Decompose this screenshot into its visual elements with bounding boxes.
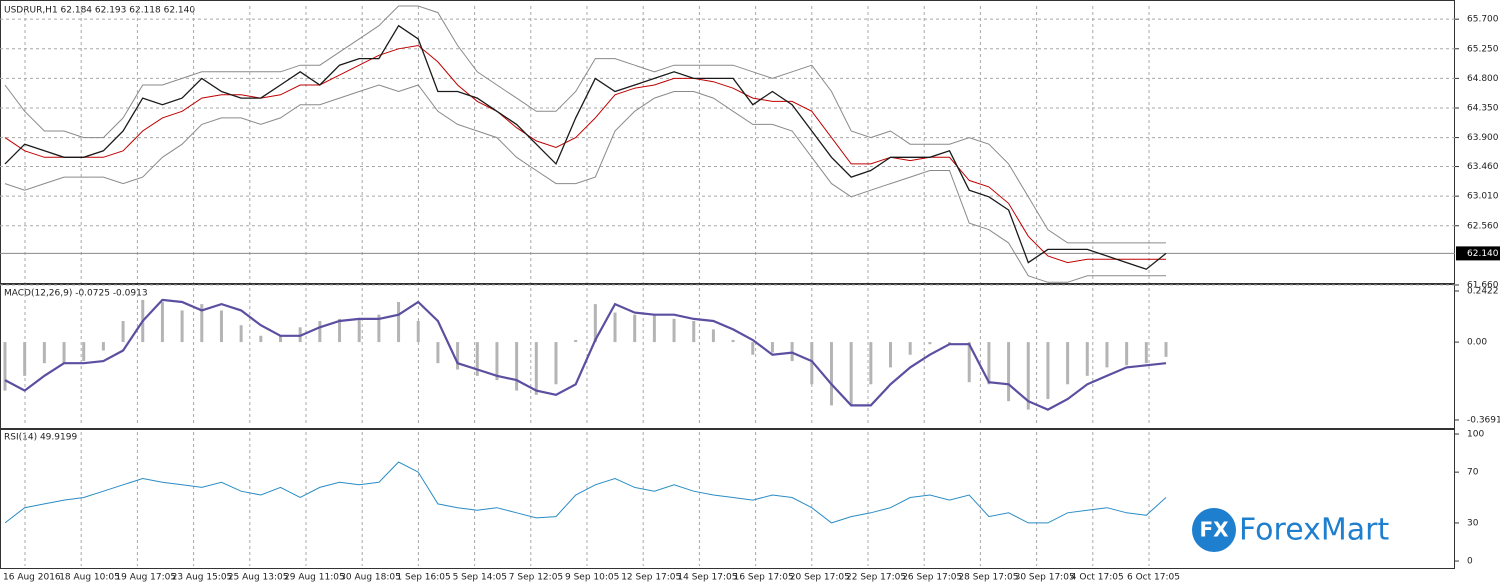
x-tick-label: 20 Sep 17:05 <box>790 573 850 583</box>
x-tick-label: 19 Aug 17:05 <box>115 573 176 583</box>
x-tick-label: 18 Aug 10:05 <box>59 573 120 583</box>
y-tick-label: 30 <box>1467 518 1479 528</box>
y-tick-label: 65.700 <box>1467 15 1499 25</box>
x-tick-label: 1 Sep 16:05 <box>396 573 450 583</box>
y-tick-label: -0.3691 <box>1467 415 1500 425</box>
x-tick-label: 6 Oct 17:05 <box>1127 573 1180 583</box>
y-tick-label: 61.660 <box>1467 280 1499 290</box>
logo: FX ForexMart <box>1192 508 1390 552</box>
x-tick-label: 22 Sep 17:05 <box>846 573 906 583</box>
logo-text: ForexMart <box>1239 513 1390 548</box>
series-line <box>4 24 1167 270</box>
y-tick-label: 63.900 <box>1467 133 1499 143</box>
x-tick-label: 28 Sep 17:05 <box>958 573 1018 583</box>
y-tick-label: 0 <box>1467 557 1473 567</box>
y-tick-label: 64.800 <box>1467 74 1499 84</box>
y-tick-label: 100 <box>1467 430 1484 440</box>
logo-mark: FX <box>1199 518 1229 542</box>
y-tick-label: 64.350 <box>1467 103 1499 113</box>
logo-badge <box>1192 508 1236 552</box>
y-tick-label: 0.2422 <box>1467 286 1499 296</box>
x-tick-label: 29 Aug 11:05 <box>284 573 345 583</box>
x-tick-label: 25 Aug 13:05 <box>228 573 289 583</box>
x-tick-label: 5 Sep 14:05 <box>453 573 507 583</box>
y-tick-label: 62.560 <box>1467 221 1499 231</box>
series-line <box>4 461 1167 524</box>
y-tick-label: 0.00 <box>1467 338 1487 348</box>
series-line <box>4 5 1166 244</box>
x-tick-label: 23 Aug 15:05 <box>172 573 233 583</box>
x-tick-label: 4 Oct 17:05 <box>1071 573 1124 583</box>
series-line <box>4 298 1167 411</box>
y-tick-label: 63.460 <box>1467 162 1499 172</box>
x-tick-label: 14 Sep 17:05 <box>677 573 737 583</box>
y-tick-label: 65.250 <box>1467 44 1499 54</box>
x-tick-label: 26 Sep 17:05 <box>902 573 962 583</box>
y-tick-label: 70 <box>1467 468 1479 478</box>
series-line <box>4 84 1166 283</box>
x-tick-label: 16 Aug 2016 <box>3 573 61 583</box>
rsi-title: RSI(14) 49.9199 <box>4 433 77 443</box>
x-tick-label: 12 Sep 17:05 <box>621 573 681 583</box>
y-tick-label: 63.010 <box>1467 192 1499 202</box>
price-marker-label: 62.140 <box>1467 249 1499 259</box>
macd-title: MACD(12,26,9) -0.0725 -0.0913 <box>4 289 148 299</box>
x-tick-label: 30 Sep 17:05 <box>1015 573 1075 583</box>
price-title: USDRUR,H1 62.184 62.193 62.118 62.140 <box>4 6 195 16</box>
x-tick-label: 16 Sep 17:05 <box>734 573 794 583</box>
series-line <box>4 44 1166 264</box>
x-tick-label: 30 Aug 18:05 <box>340 573 401 583</box>
x-tick-label: 9 Sep 10:05 <box>565 573 619 583</box>
x-tick-label: 7 Sep 12:05 <box>509 573 563 583</box>
price-marker-box <box>1456 246 1500 261</box>
